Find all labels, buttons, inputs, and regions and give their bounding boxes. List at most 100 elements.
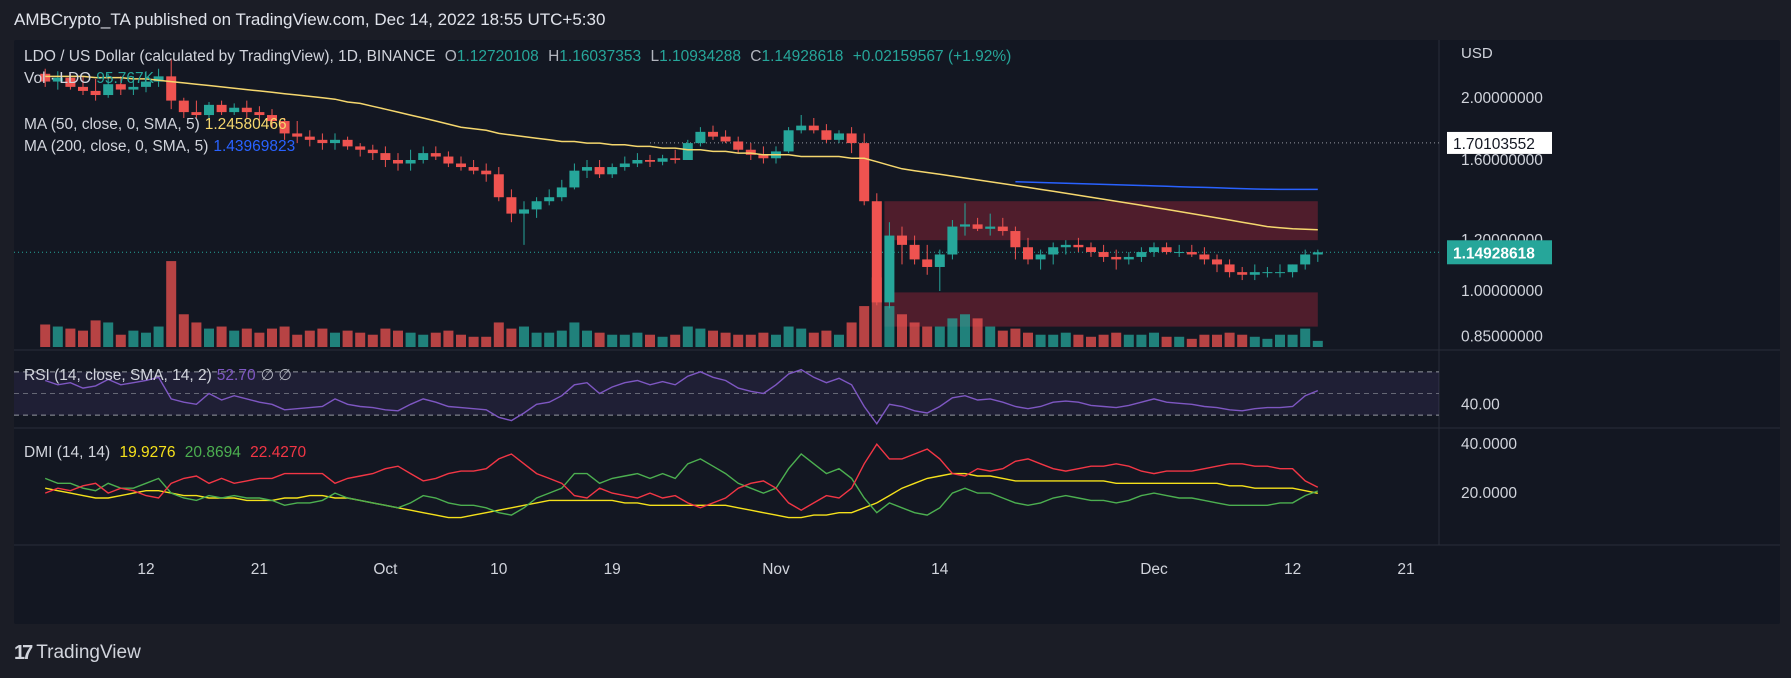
volume-bar — [884, 306, 895, 347]
volume-bar — [771, 334, 781, 347]
volume-bar — [128, 330, 139, 347]
high-label: H — [548, 48, 560, 65]
volume-bar — [1249, 336, 1260, 347]
ma50-legend[interactable]: MA (50, close, 0, SMA, 5) 1.24580466 — [24, 116, 292, 134]
rsi-legend[interactable]: RSI (14, close, SMA, 14, 2) 52.70 ∅ ∅ — [24, 366, 297, 385]
candle-body — [418, 153, 429, 160]
volume-bar — [317, 328, 328, 347]
candle-body — [380, 153, 391, 160]
dmi-plus-value: 20.8694 — [184, 444, 241, 461]
chart-canvas[interactable]: USD2.000000001.600000001.200000001.00000… — [14, 40, 1780, 624]
candle-body — [1073, 244, 1084, 248]
candle-body — [733, 141, 744, 150]
volume-bar — [1136, 334, 1147, 347]
time-axis-label: 21 — [1397, 561, 1414, 578]
volume-bar — [645, 334, 655, 347]
volume-bar — [216, 326, 227, 347]
volume-bar — [859, 306, 870, 347]
symbol-title: LDO / US Dollar (calculated by TradingVi… — [24, 48, 436, 65]
candle-body — [468, 167, 479, 171]
candle-body — [115, 84, 126, 90]
vol-legend[interactable]: Vol · LDO 95.767K — [24, 70, 159, 88]
price-axis-currency: USD — [1461, 45, 1493, 62]
price-axis-tick: 2.00000000 — [1461, 90, 1543, 107]
volume-bar — [468, 336, 479, 347]
candle-body — [229, 107, 240, 113]
volume-bar — [695, 328, 706, 347]
candle-body — [997, 226, 1008, 232]
time-axis-label: Oct — [373, 561, 398, 578]
volume-bar — [241, 328, 252, 347]
volume-bar — [90, 320, 101, 347]
ma200-legend[interactable]: MA (200, close, 0, SMA, 5) 1.43969823 — [24, 138, 300, 156]
candle-body — [1249, 272, 1260, 275]
dmi-legend[interactable]: DMI (14, 14) 19.9276 20.8694 22.4270 — [24, 444, 311, 462]
volume-bar — [1073, 334, 1084, 347]
price-axis-tick: 0.85000000 — [1461, 328, 1543, 345]
candle-body — [834, 133, 844, 140]
rsi-value: 52.70 — [216, 367, 256, 384]
candle-body — [52, 77, 63, 82]
last-price-text: 1.14928618 — [1453, 245, 1535, 262]
volume-bar — [1149, 332, 1159, 347]
candle-body — [493, 174, 504, 198]
close-value: 1.14928618 — [761, 48, 844, 65]
volume-bar — [834, 334, 844, 347]
candle-body — [430, 153, 441, 157]
volume-bar — [972, 318, 983, 347]
candle-body — [670, 158, 681, 160]
volume-bar — [947, 318, 958, 347]
volume-bar — [166, 261, 177, 347]
volume-bar — [720, 332, 731, 347]
volume-bar — [758, 332, 769, 347]
rsi-label: RSI (14, close, SMA, 14, 2) — [24, 367, 212, 384]
candle-body — [292, 133, 303, 137]
candle-body — [871, 201, 882, 303]
volume-bar — [405, 332, 416, 347]
candle-body — [657, 158, 668, 162]
ma200-line — [1015, 180, 1318, 191]
candle-body — [1312, 252, 1323, 255]
candle-body — [569, 170, 580, 188]
volume-bar — [1161, 336, 1172, 347]
volume-bar — [1287, 334, 1298, 347]
time-axis-label: 12 — [137, 561, 154, 578]
volume-bar — [544, 332, 555, 347]
candle-body — [330, 139, 340, 144]
candle-body — [1300, 254, 1311, 265]
volume-bar — [380, 328, 391, 347]
volume-bar — [682, 326, 693, 347]
candle-body — [1048, 247, 1059, 255]
reference-price-text: 1.70103552 — [1453, 136, 1535, 153]
candle-body — [1010, 231, 1021, 248]
volume-bar — [204, 328, 214, 347]
volume-bar — [985, 326, 996, 347]
volume-bar — [1199, 334, 1210, 347]
volume-bar — [594, 332, 605, 347]
candle-body — [859, 143, 870, 202]
candle-body — [367, 149, 378, 154]
candle-body — [519, 209, 529, 214]
rsi-na-values: ∅ ∅ — [260, 367, 292, 384]
volume-bar — [708, 330, 718, 347]
candle-body — [909, 244, 920, 260]
chart-frame[interactable]: USD2.000000001.600000001.200000001.00000… — [14, 40, 1780, 624]
candle-body — [1136, 252, 1147, 257]
tradingview-footer[interactable]: 17 TradingView — [14, 640, 141, 666]
volume-bar — [493, 322, 504, 347]
volume-bar — [582, 330, 592, 347]
volume-bar — [229, 330, 240, 347]
symbol-legend[interactable]: LDO / US Dollar (calculated by TradingVi… — [24, 48, 1016, 66]
volume-bar — [821, 330, 832, 347]
volume-bar — [670, 334, 681, 347]
candle-body — [405, 160, 416, 164]
dmi-label: DMI (14, 14) — [24, 444, 111, 461]
open-value: 1.12720108 — [456, 48, 539, 65]
candle-body — [556, 187, 567, 198]
candle-body — [40, 73, 51, 82]
volume-bar — [1048, 334, 1059, 347]
volume-bar — [1312, 340, 1323, 347]
candle-body — [166, 76, 177, 101]
candle-body — [216, 104, 227, 113]
volume-bar — [1224, 332, 1235, 347]
